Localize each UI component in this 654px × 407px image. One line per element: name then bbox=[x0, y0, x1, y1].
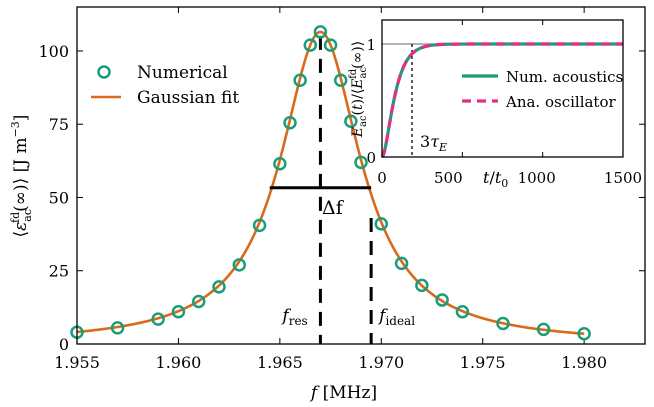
inset-background bbox=[382, 20, 623, 157]
inset-y-tick-label: 1 bbox=[366, 36, 376, 54]
svg-text:⟨εacfd(∞)⟩ [J m−3]: ⟨εacfd(∞)⟩ [J m−3] bbox=[9, 115, 34, 238]
numerical-point bbox=[374, 217, 389, 231]
numerical-point bbox=[394, 256, 409, 271]
inset-x-tick-label: 1000 bbox=[518, 169, 556, 187]
legend-fit-label: Gaussian fit bbox=[137, 88, 239, 108]
inset-y-axis-label: Eac(t)/⟨Eacfd(∞)⟩ bbox=[348, 41, 369, 139]
numerical-point bbox=[313, 25, 328, 39]
inset-legend-acoustic-label: Num. acoustics bbox=[506, 68, 623, 86]
f-ideal-label: fideal bbox=[377, 306, 415, 328]
x-tick-label: 1.975 bbox=[460, 353, 506, 372]
y-axis-label: ⟨εacfd(∞)⟩ [J m−3] bbox=[9, 115, 34, 238]
numerical-point bbox=[344, 114, 358, 129]
y-tick-label: 50 bbox=[49, 188, 69, 207]
y-tick-label: 100 bbox=[38, 42, 69, 61]
y-tick-label: 25 bbox=[49, 262, 69, 281]
numerical-point bbox=[496, 316, 510, 331]
main-plot-frame bbox=[76, 6, 646, 345]
numerical-point bbox=[577, 326, 591, 341]
inset-y-tick-label: 0 bbox=[366, 149, 376, 167]
inset-legend-oscillator-label: Ana. oscillator bbox=[505, 93, 616, 111]
numerical-point bbox=[283, 116, 297, 130]
main-legend: Numerical Gaussian fit bbox=[91, 63, 239, 108]
x-tick-label: 1.980 bbox=[561, 353, 607, 372]
y-tick-label: 0 bbox=[59, 335, 69, 354]
main-annotations: fres fideal Δf bbox=[280, 197, 415, 328]
inset-x-tick-label: 0 bbox=[377, 169, 387, 187]
x-axis-label: f [MHz] bbox=[309, 383, 377, 403]
numerical-point bbox=[110, 321, 125, 335]
numerical-point bbox=[333, 73, 348, 88]
x-tick-label: 1.965 bbox=[257, 353, 303, 372]
numerical-point bbox=[323, 38, 338, 52]
numerical-point bbox=[303, 38, 318, 52]
ana-oscillator-line bbox=[380, 42, 623, 158]
numerical-point bbox=[212, 280, 226, 294]
inset-legend: Num. acoustics Ana. oscillator bbox=[462, 68, 623, 111]
numerical-points bbox=[70, 25, 591, 341]
legend-numerical-marker bbox=[97, 65, 111, 79]
numerical-point bbox=[232, 258, 247, 272]
inset-tick-labels: 0 500 1000 1500 0 1 bbox=[366, 36, 642, 187]
numerical-point bbox=[293, 73, 307, 88]
tau-label: 3τE bbox=[420, 132, 447, 154]
inset-x-axis-label: t/t0 bbox=[483, 168, 508, 190]
numerical-point bbox=[191, 294, 206, 309]
numerical-point bbox=[171, 305, 186, 319]
numerical-point bbox=[435, 293, 449, 307]
inset-x-tick-label: 500 bbox=[434, 169, 463, 187]
numerical-point bbox=[455, 305, 470, 319]
x-tick-label: 1.955 bbox=[54, 353, 100, 372]
x-tick-label: 1.970 bbox=[358, 353, 404, 372]
x-tick-label: 1.960 bbox=[156, 353, 202, 372]
inset-plot: 0 500 1000 1500 0 1 3τE Num. acoustics Ana. o… bbox=[348, 19, 642, 190]
inset-x-tick-label: 1500 bbox=[604, 169, 642, 187]
numerical-point bbox=[354, 155, 368, 170]
svg-text:Eac(t)/⟨Eacfd(∞)⟩: Eac(t)/⟨Eacfd(∞)⟩ bbox=[348, 41, 369, 139]
numerical-point bbox=[273, 157, 287, 171]
numerical-point bbox=[415, 278, 429, 293]
main-tick-labels: 1.955 1.960 1.965 1.970 1.975 1.980 0 25 50 75 100 bbox=[38, 42, 607, 372]
gaussian-fit-line bbox=[76, 30, 585, 336]
numerical-point bbox=[151, 312, 165, 326]
numerical-point bbox=[536, 322, 551, 337]
f-res-label: fres bbox=[280, 306, 307, 328]
legend-numerical-label: Numerical bbox=[137, 63, 228, 83]
numerical-point bbox=[252, 218, 267, 233]
annotation-markers bbox=[269, 35, 373, 344]
delta-f-label: Δf bbox=[322, 197, 345, 219]
inset-frame bbox=[381, 19, 624, 158]
y-tick-label: 75 bbox=[49, 115, 69, 134]
